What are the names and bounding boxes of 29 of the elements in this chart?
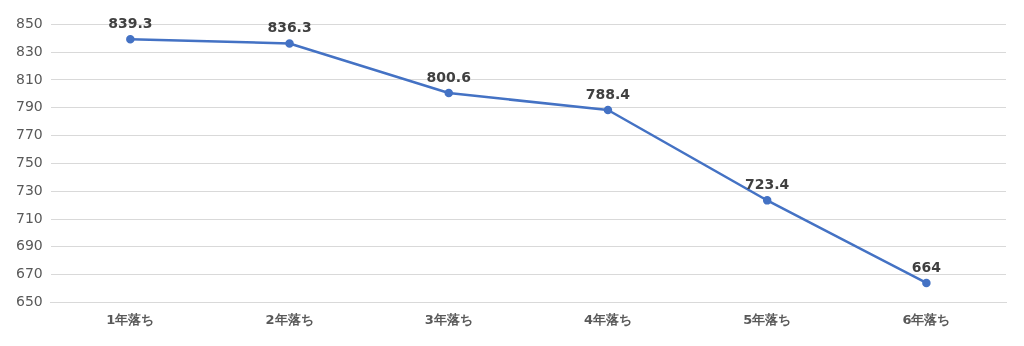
point [126,35,135,44]
x-tick-label: 1年落ち [106,311,155,327]
x-tick-label: 5年落ち [743,311,792,327]
point [762,196,772,205]
point [922,278,931,288]
y-tick-label: 850 [15,15,43,32]
x-tick-label: 2年落ち [265,311,314,327]
y-tick-label: 810 [15,70,43,87]
y-tick-label: 790 [15,98,43,115]
point [444,88,453,98]
y-tick-label: 710 [15,209,43,226]
x-tick-label: 3年落ち [424,311,473,327]
point [603,105,613,115]
y-tick-label: 670 [15,265,43,282]
y-tick-label: 690 [15,237,43,254]
data-label: 664 [911,258,942,275]
data-label: 788.4 [585,85,631,102]
point [285,39,294,48]
y-tick-label: 750 [15,154,43,171]
y-tick-label: 650 [15,293,43,310]
y-tick-label: 730 [15,181,43,198]
y-tick-label: 830 [15,42,43,59]
data-label: 836.3 [267,19,312,36]
data-label: 723.4 [745,176,790,193]
x-tick-label: 6年落ち [902,311,951,327]
data-label: 839.3 [108,14,153,31]
data-label: 800.6 [426,68,471,85]
x-tick-label: 4年落ち [583,311,632,327]
y-tick-label: 770 [15,126,43,143]
